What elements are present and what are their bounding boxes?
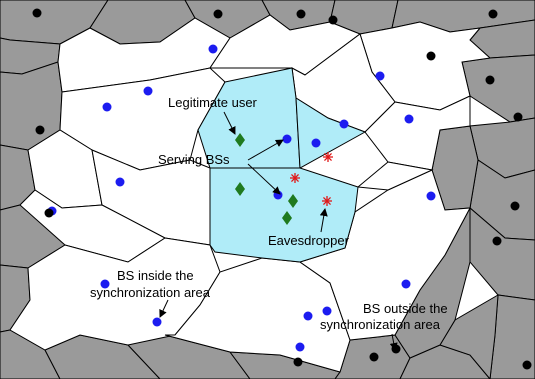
outside-bs-icon <box>492 236 502 246</box>
inside-bs-icon <box>115 177 125 187</box>
legitimate-user-label: Legitimate user <box>168 95 258 110</box>
outside-bs-icon <box>296 9 306 19</box>
inside-bs-icon <box>401 279 411 289</box>
serving-cell <box>209 167 359 263</box>
outside-bs-icon <box>485 75 495 85</box>
inside-base-stations <box>47 44 436 352</box>
inside-cell <box>164 257 351 373</box>
inside-bs-icon <box>152 317 162 327</box>
outside-bs-icon <box>510 201 520 211</box>
outside-bs-icon <box>293 357 303 367</box>
inside-bs-icon <box>322 306 332 316</box>
inside-cell <box>356 161 434 191</box>
inside-bs-icon <box>295 342 305 352</box>
inside-bs-icon <box>339 119 349 129</box>
outside-base-stations <box>32 8 532 370</box>
inside-bs-icon <box>102 102 112 112</box>
bs-outside-label-line2: synchronization area <box>320 317 441 332</box>
outside-bs-icon <box>513 112 523 122</box>
serving-cells <box>197 67 367 263</box>
arrow-to-serving-bs-1 <box>247 139 284 161</box>
inside-bs-icon <box>143 86 153 96</box>
eavesdroppers <box>290 152 333 206</box>
outside-cell <box>461 54 535 123</box>
outside-bs-icon <box>44 208 54 218</box>
arrow-to-outside-bs <box>389 333 398 351</box>
outside-bs-icon <box>328 15 338 25</box>
legitimate-users <box>235 133 298 225</box>
outside-bs-icon <box>32 8 42 18</box>
outside-bs-icon <box>522 360 532 370</box>
legitimate-user-icon <box>235 133 245 147</box>
outside-bs-icon <box>426 51 436 61</box>
outside-bs-icon <box>488 9 498 19</box>
inside-bs-icon <box>311 138 321 148</box>
arrow-to-eavesdropper <box>319 208 328 233</box>
inside-bs-icon <box>404 114 414 124</box>
inside-bs-icon <box>375 71 385 81</box>
eavesdropper-icon <box>290 173 300 183</box>
outside-bs-icon <box>213 9 223 19</box>
inside-bs-icon <box>100 279 110 289</box>
inside-bs-icon <box>208 44 218 54</box>
annotation-arrows <box>159 111 398 351</box>
serving-cell <box>295 97 367 169</box>
inside-bs-icon <box>426 191 436 201</box>
inside-cell <box>364 95 471 171</box>
eavesdropper-icon <box>323 152 333 162</box>
serving-bss-label: Serving BSs <box>158 152 230 167</box>
synchronization-area-cells <box>9 14 492 373</box>
legitimate-user-icon <box>288 194 298 208</box>
bs-inside-label-line1: BS inside the <box>117 268 194 283</box>
legitimate-user-icon <box>282 211 292 225</box>
arrow-to-inside-bs <box>159 299 169 318</box>
legitimate-user-icon <box>235 182 245 196</box>
outside-bs-icon <box>35 125 45 135</box>
bs-inside-label-line2: synchronization area <box>90 285 211 300</box>
outside-bs-icon <box>391 344 401 354</box>
inside-bs-icon <box>282 134 292 144</box>
eavesdropper-icon <box>322 196 332 206</box>
bs-outside-label-line1: BS outside the <box>363 301 448 316</box>
outside-bs-icon <box>369 352 379 362</box>
inside-bs-icon <box>303 311 313 321</box>
arrow-to-user <box>223 111 236 135</box>
eavesdropper-label: Eavesdropper <box>268 233 350 248</box>
arrow-to-serving-bs-2 <box>247 163 281 195</box>
